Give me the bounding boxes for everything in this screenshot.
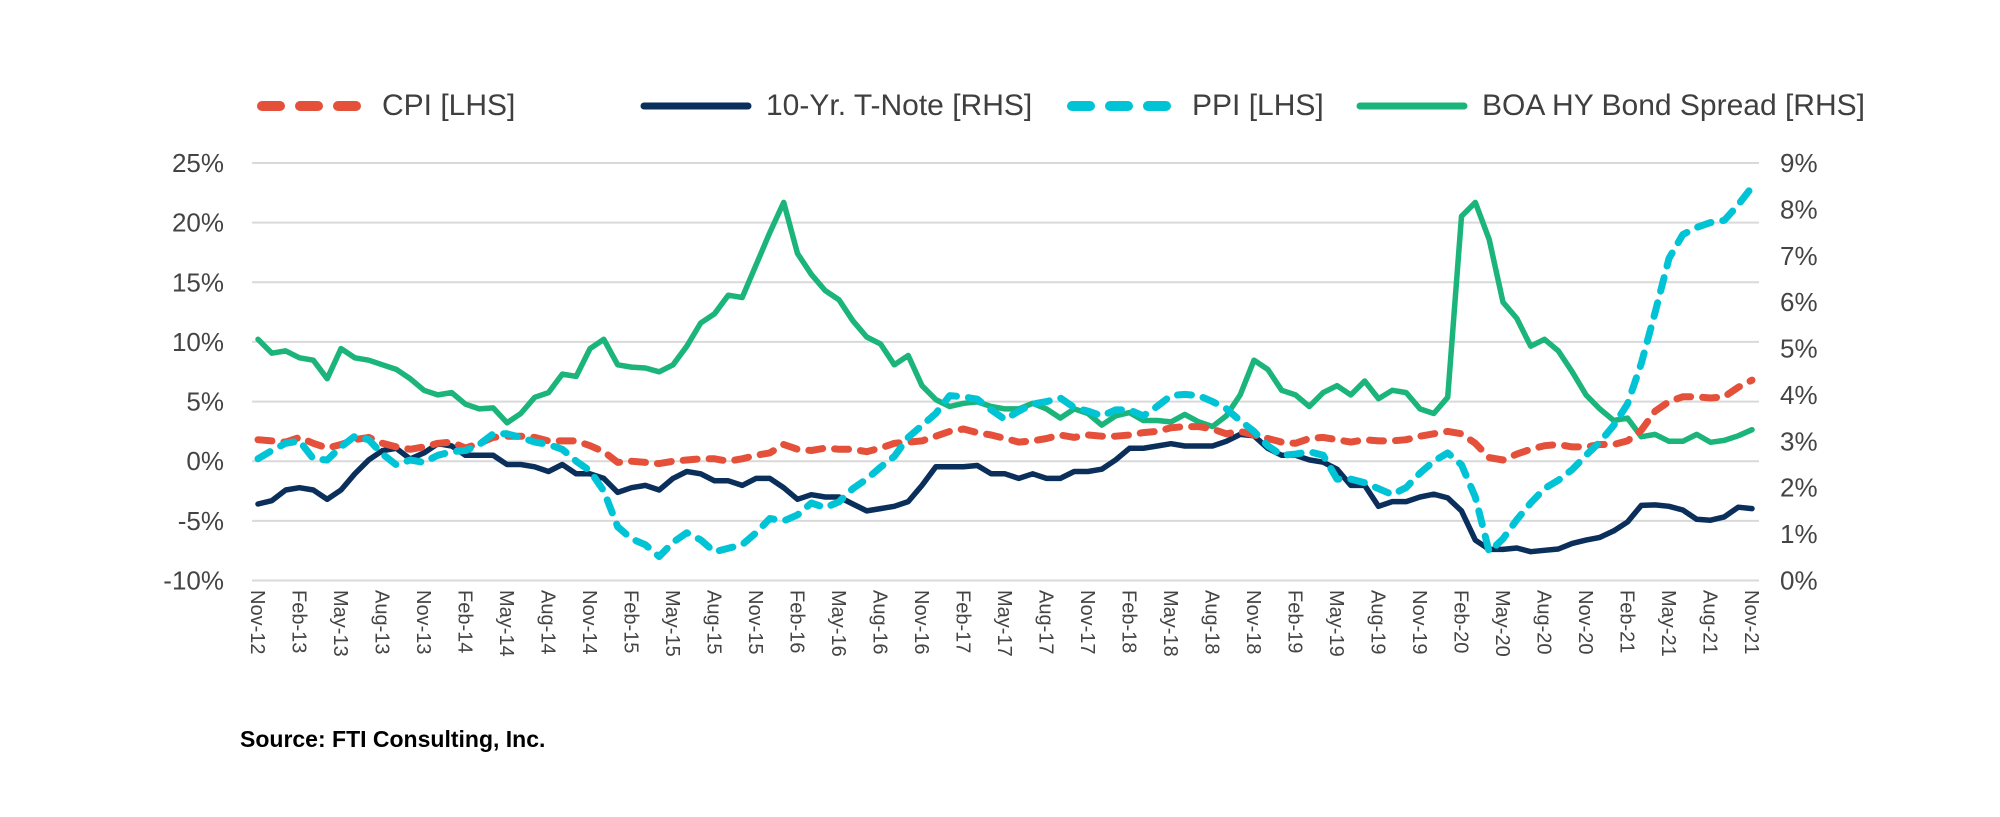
- left-axis-tick-label: 0%: [186, 446, 224, 476]
- x-axis-tick-label: Feb-16: [786, 590, 808, 653]
- right-axis-ticks: 9% 8% 7% 6% 5% 4% 3% 2% 1% 0%: [1780, 148, 1818, 596]
- right-axis-tick-label: 8%: [1780, 194, 1818, 224]
- legend-label: 10-Yr. T-Note [RHS]: [766, 89, 1033, 122]
- left-axis-tick-label: 5%: [186, 387, 224, 417]
- x-axis-tick-label: Aug-14: [537, 590, 559, 655]
- x-axis-tick-label: May-21: [1657, 590, 1679, 657]
- x-axis-tick-label: Feb-19: [1284, 590, 1306, 653]
- series-line-ppi-lhs: [254, 183, 1756, 561]
- left-axis-tick-label: -5%: [178, 506, 224, 536]
- left-axis-tick-label: 15%: [172, 267, 224, 297]
- x-axis-tick-label: May-16: [827, 590, 849, 657]
- x-axis-tick-label: Nov-15: [744, 590, 766, 654]
- x-axis-tick-label: Nov-20: [1574, 590, 1596, 654]
- right-axis-tick-label: 0%: [1780, 566, 1818, 596]
- right-axis-tick-label: 3%: [1780, 426, 1818, 456]
- left-axis-tick-label: 20%: [172, 208, 224, 238]
- x-axis-tick-label: May-14: [495, 590, 517, 657]
- legend-swatch-boa: [1356, 102, 1468, 110]
- right-axis-tick-label: 9%: [1780, 148, 1818, 178]
- series-line-cpi-lhs: [254, 376, 1756, 468]
- left-axis-ticks: 25% 20% 15% 10% 5% 0% -5% -10%: [163, 148, 224, 596]
- legend-item-boa-hy-spread: BOA HY Bond Spread [RHS]: [1356, 86, 1865, 126]
- legend-swatch-cpi: [257, 101, 367, 111]
- legend-label: PPI [LHS]: [1192, 89, 1324, 122]
- source-note: Source: FTI Consulting, Inc.: [240, 726, 546, 752]
- series-lines: [254, 183, 1756, 561]
- x-axis-tick-label: Feb-18: [1118, 590, 1140, 653]
- x-axis-tick-label: Aug-13: [371, 590, 393, 655]
- x-axis-tick-label: Aug-19: [1367, 590, 1389, 655]
- x-axis-tick-label: May-19: [1325, 590, 1347, 657]
- legend-label: CPI [LHS]: [382, 89, 516, 122]
- x-axis-tick-label: Nov-21: [1740, 590, 1762, 654]
- legend-swatch-ppi: [1067, 101, 1177, 111]
- x-axis-tick-label: Aug-15: [703, 590, 725, 655]
- left-axis-tick-label: 25%: [172, 148, 224, 178]
- x-axis-tick-label: Aug-17: [1035, 590, 1057, 655]
- right-axis-tick-label: 1%: [1780, 519, 1818, 549]
- x-axis-tick-label: Aug-16: [869, 590, 891, 655]
- x-axis-tick-label: Nov-18: [1242, 590, 1264, 654]
- x-axis-tick-label: May-17: [993, 590, 1015, 657]
- x-axis-tick-label: Nov-17: [1076, 590, 1098, 654]
- right-axis-tick-label: 7%: [1780, 241, 1818, 271]
- x-axis-tick-label: Nov-14: [578, 590, 600, 654]
- legend-label: BOA HY Bond Spread [RHS]: [1482, 89, 1865, 122]
- right-axis-tick-label: 6%: [1780, 287, 1818, 317]
- x-axis-tick-label: Nov-19: [1408, 590, 1430, 654]
- legend-swatch-tnote: [640, 102, 752, 110]
- legend-item-ppi: PPI [LHS]: [1066, 86, 1324, 126]
- x-axis-tick-label: Nov-16: [910, 590, 932, 654]
- x-axis-tick-label: May-20: [1491, 590, 1513, 657]
- x-axis-tick-label: Aug-21: [1699, 590, 1721, 655]
- x-axis-tick-label: Aug-20: [1533, 590, 1555, 655]
- left-axis-tick-label: 10%: [172, 327, 224, 357]
- legend-item-10yr-tnote: 10-Yr. T-Note [RHS]: [640, 86, 1032, 126]
- gridlines: [252, 162, 1759, 582]
- left-axis-tick-label: -10%: [163, 566, 224, 596]
- right-axis-tick-label: 2%: [1780, 473, 1818, 503]
- x-axis-tick-label: Feb-13: [288, 590, 310, 653]
- x-axis-tick-label: Aug-18: [1201, 590, 1223, 655]
- x-axis-tick-label: Nov-13: [412, 590, 434, 654]
- legend-item-cpi: CPI [LHS]: [256, 86, 515, 126]
- x-axis-tick-label: May-18: [1159, 590, 1181, 657]
- x-axis-tick-label: May-13: [329, 590, 351, 657]
- x-axis-tick-label: Feb-14: [454, 590, 476, 653]
- x-axis-tick-label: Feb-17: [952, 590, 974, 653]
- x-axis-tick-label: Feb-21: [1616, 590, 1638, 653]
- x-axis-tick-label: Feb-15: [620, 590, 642, 653]
- x-axis-ticks: Nov-12 Feb-13 May-13 Aug-13 Nov-13 Feb-14 May-…: [246, 590, 1762, 657]
- right-axis-tick-label: 4%: [1780, 380, 1818, 410]
- x-axis-tick-label: Feb-20: [1450, 590, 1472, 653]
- x-axis-tick-label: May-15: [661, 590, 683, 657]
- series-line-10-yr-t-note-rhs: [255, 431, 1755, 555]
- x-axis-tick-label: Nov-12: [246, 590, 268, 654]
- series-line-boa-hy-bond-spread-rhs: [255, 199, 1755, 446]
- right-axis-tick-label: 5%: [1780, 334, 1818, 364]
